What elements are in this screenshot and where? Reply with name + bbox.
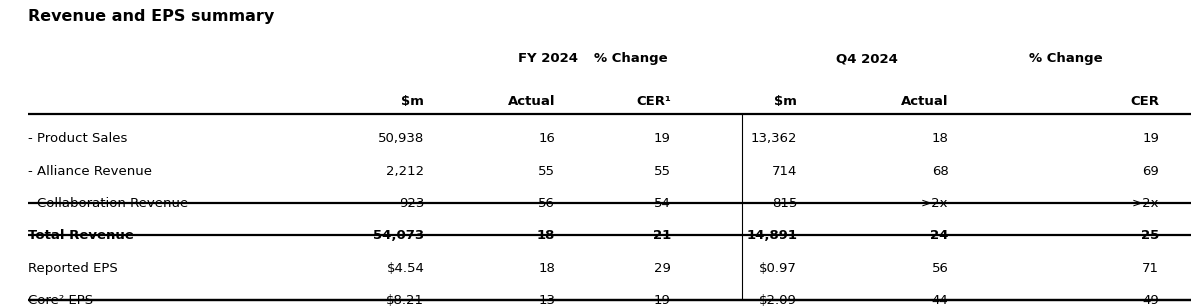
Text: $0.97: $0.97: [759, 262, 798, 275]
Text: - Collaboration Revenue: - Collaboration Revenue: [27, 197, 187, 210]
Text: 815: 815: [771, 197, 798, 210]
Text: 19: 19: [654, 294, 671, 306]
Text: 55: 55: [538, 165, 555, 177]
Text: 44: 44: [931, 294, 948, 306]
Text: CER: CER: [1131, 95, 1159, 108]
Text: Actual: Actual: [507, 95, 555, 108]
Text: FY 2024: FY 2024: [517, 52, 578, 65]
Text: 14,891: 14,891: [746, 230, 798, 242]
Text: 71: 71: [1143, 262, 1159, 275]
Text: 18: 18: [931, 132, 948, 145]
Text: $m: $m: [774, 95, 798, 108]
Text: 68: 68: [931, 165, 948, 177]
Text: 18: 18: [537, 230, 555, 242]
Text: Actual: Actual: [901, 95, 948, 108]
Text: 49: 49: [1143, 294, 1159, 306]
Text: $4.54: $4.54: [387, 262, 424, 275]
Text: 2,212: 2,212: [386, 165, 424, 177]
Text: Total Revenue: Total Revenue: [27, 230, 134, 242]
Text: 21: 21: [653, 230, 671, 242]
Text: 13,362: 13,362: [751, 132, 798, 145]
Text: Revenue and EPS summary: Revenue and EPS summary: [27, 9, 273, 24]
Text: CER¹: CER¹: [636, 95, 671, 108]
Text: 19: 19: [654, 132, 671, 145]
Text: 19: 19: [1143, 132, 1159, 145]
Text: $2.09: $2.09: [759, 294, 798, 306]
Text: >2x: >2x: [921, 197, 948, 210]
Text: 13: 13: [538, 294, 555, 306]
Text: 18: 18: [538, 262, 555, 275]
Text: $m: $m: [401, 95, 424, 108]
Text: - Product Sales: - Product Sales: [27, 132, 127, 145]
Text: Core² EPS: Core² EPS: [27, 294, 93, 306]
Text: 69: 69: [1143, 165, 1159, 177]
Text: - Alliance Revenue: - Alliance Revenue: [27, 165, 152, 177]
Text: 56: 56: [931, 262, 948, 275]
Text: Reported EPS: Reported EPS: [27, 262, 117, 275]
Text: 56: 56: [538, 197, 555, 210]
Text: 714: 714: [771, 165, 798, 177]
Text: 55: 55: [654, 165, 671, 177]
Text: 923: 923: [399, 197, 424, 210]
Text: 24: 24: [930, 230, 948, 242]
Text: % Change: % Change: [595, 52, 667, 65]
Text: 29: 29: [654, 262, 671, 275]
Text: Q4 2024: Q4 2024: [836, 52, 898, 65]
Text: 25: 25: [1141, 230, 1159, 242]
Text: % Change: % Change: [1029, 52, 1102, 65]
Text: 54,073: 54,073: [374, 230, 424, 242]
Text: 54: 54: [654, 197, 671, 210]
Text: $8.21: $8.21: [387, 294, 424, 306]
Text: >2x: >2x: [1132, 197, 1159, 210]
Text: 50,938: 50,938: [378, 132, 424, 145]
Text: 16: 16: [538, 132, 555, 145]
